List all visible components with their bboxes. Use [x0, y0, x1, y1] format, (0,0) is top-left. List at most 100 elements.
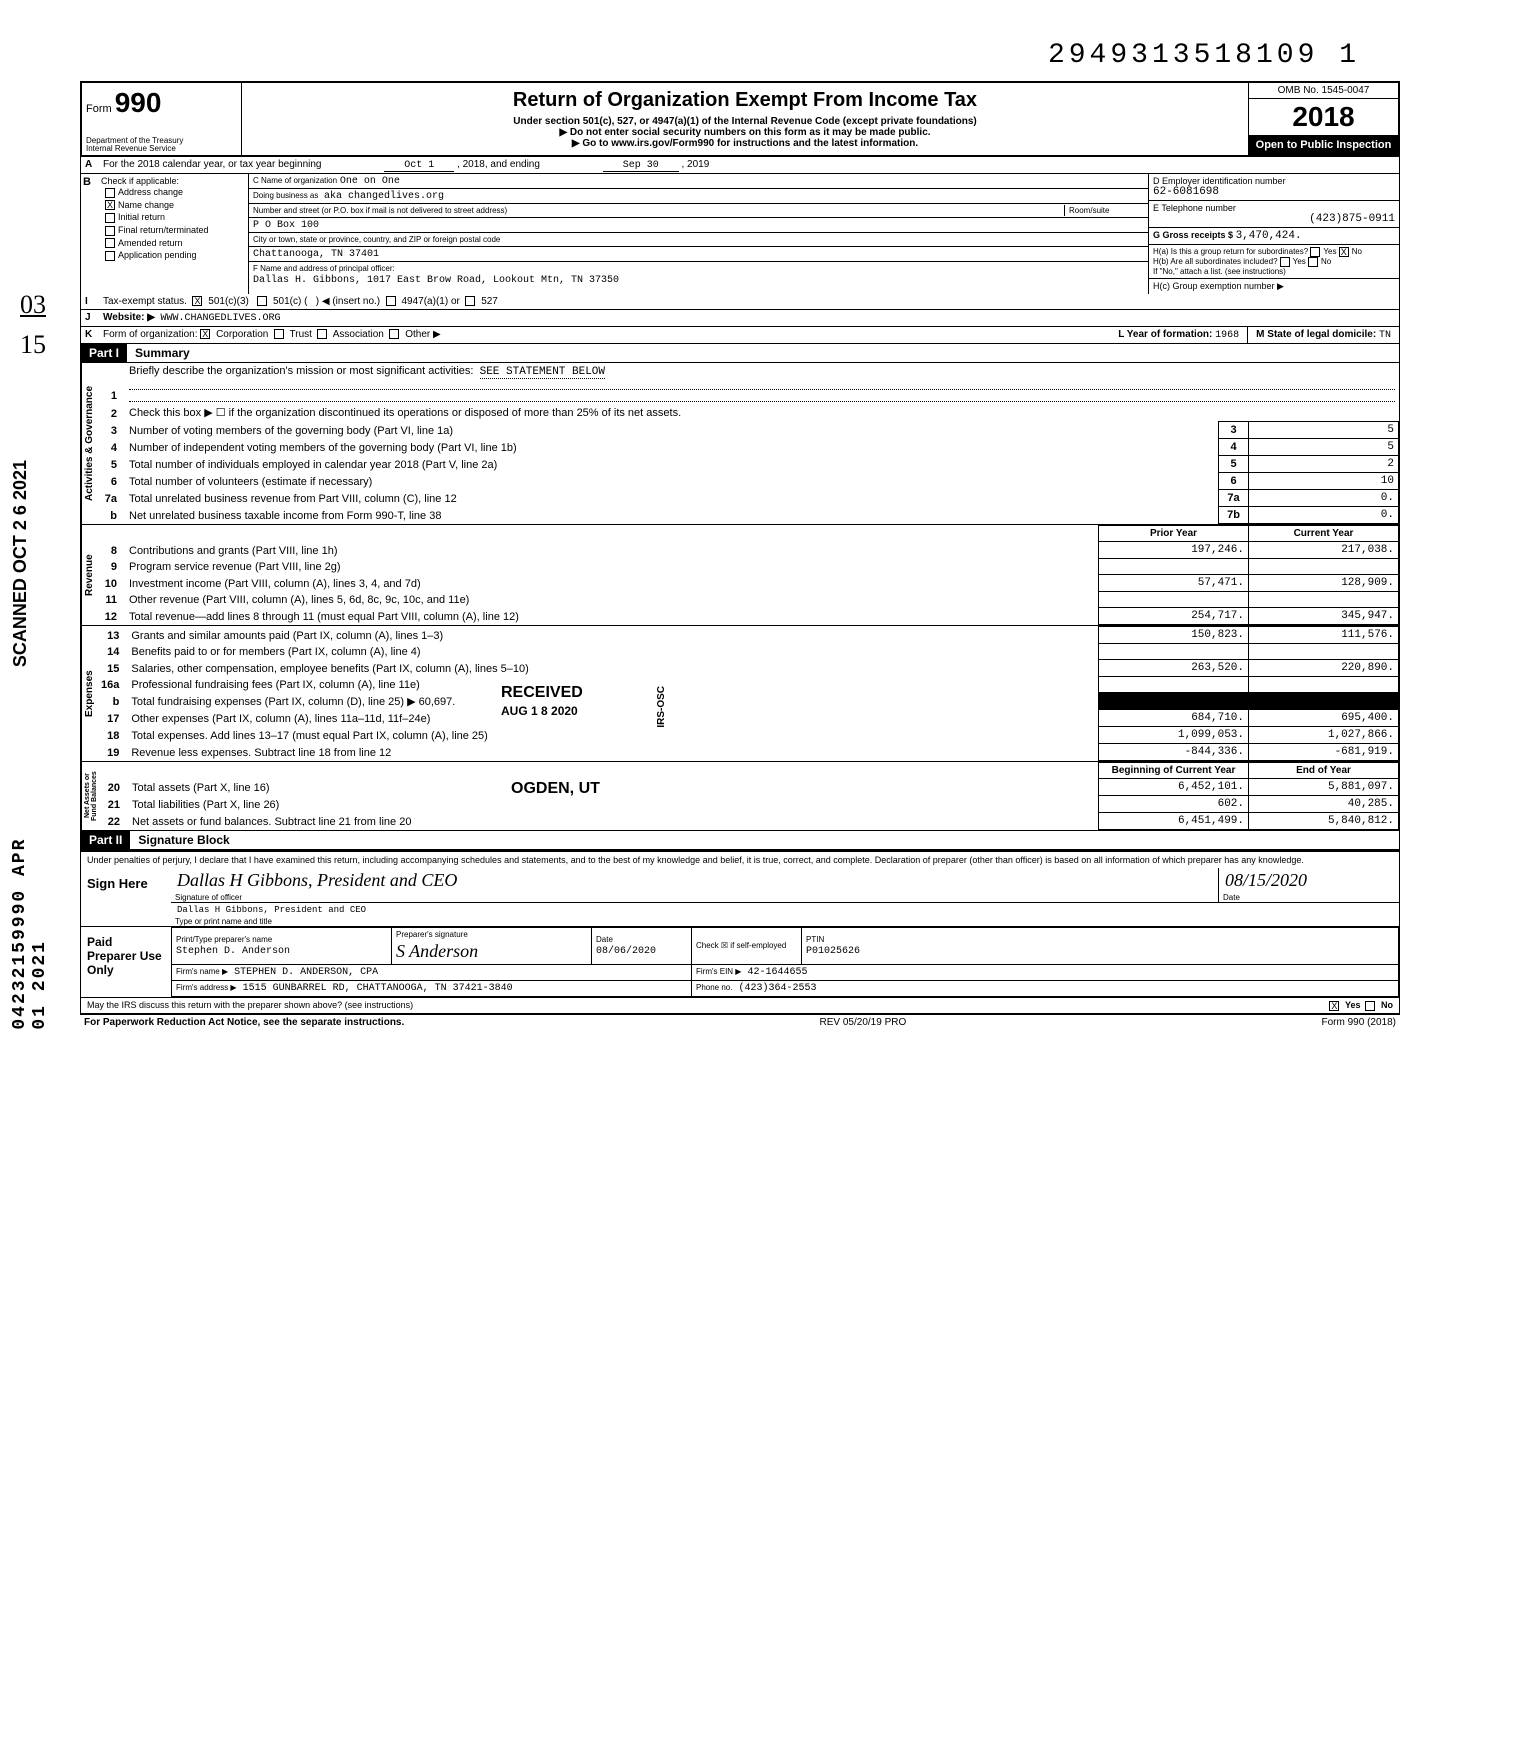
cb-initial-return[interactable]: [105, 213, 115, 223]
l8-current: 217,038.: [1249, 542, 1399, 559]
cb-app-pending[interactable]: [105, 251, 115, 261]
cb-ha-no[interactable]: X: [1339, 247, 1349, 257]
begin-year-hdr: Beginning of Current Year: [1099, 763, 1249, 779]
l15-current: 220,890.: [1249, 660, 1399, 677]
l12-current: 345,947.: [1249, 608, 1399, 625]
cb-527[interactable]: [465, 296, 475, 306]
line-i: I Tax-exempt status. X 501(c)(3) 501(c) …: [80, 294, 1400, 310]
l5-text: Total number of individuals employed in …: [125, 456, 1219, 473]
firm-ein-label: Firm's EIN ▶: [696, 967, 741, 976]
omb-number: OMB No. 1545-0047: [1249, 83, 1398, 99]
l16a-text: Professional fundraising fees (Part IX, …: [127, 677, 1098, 693]
cb-address-change[interactable]: [105, 188, 115, 198]
cb-discuss-no[interactable]: [1365, 1001, 1375, 1011]
l9-text: Program service revenue (Part VIII, line…: [125, 559, 1099, 575]
cb-501c[interactable]: [257, 296, 267, 306]
l5-box: 5: [1219, 456, 1249, 473]
l18-current: 1,027,866.: [1249, 727, 1399, 744]
perjury-text: Under penalties of perjury, I declare th…: [81, 852, 1399, 868]
line1-text: Briefly describe the organization's miss…: [129, 365, 473, 377]
hc-label: H(c) Group exemption number ▶: [1153, 281, 1284, 291]
l5-val: 2: [1249, 456, 1399, 473]
prior-year-hdr: Prior Year: [1099, 526, 1249, 542]
firm-phone-label: Phone no.: [696, 983, 732, 992]
netassets-section: Net Assets orFund Balances Beginning of …: [80, 762, 1400, 831]
cb-ha-yes[interactable]: [1310, 247, 1320, 257]
cb-final-return[interactable]: [105, 226, 115, 236]
l19-text: Revenue less expenses. Subtract line 18 …: [127, 744, 1098, 761]
officer-signature: Dallas H Gibbons, President and CEO: [177, 870, 457, 890]
cb-4947[interactable]: [386, 296, 396, 306]
l14-prior: [1099, 644, 1249, 660]
cb-name-change[interactable]: X: [105, 200, 115, 210]
l16a-num: 16a: [97, 677, 127, 693]
l22-text: Net assets or fund balances. Subtract li…: [128, 813, 1099, 830]
state-domicile: TN: [1379, 330, 1391, 341]
cb-trust[interactable]: [274, 329, 284, 339]
firm-name: STEPHEN D. ANDERSON, CPA: [234, 967, 378, 978]
l6-num: 6: [97, 473, 125, 490]
l18-num: 18: [97, 727, 127, 744]
l12-num: 12: [97, 608, 125, 625]
line2-num: 2: [97, 404, 125, 422]
l19-num: 19: [97, 744, 127, 761]
ein-label: D Employer identification number: [1153, 176, 1286, 186]
firm-addr-label: Firm's address ▶: [176, 983, 237, 992]
department-label: Department of the TreasuryInternal Reven…: [86, 137, 183, 153]
l17-text: Other expenses (Part IX, column (A), lin…: [127, 710, 1098, 727]
cb-501c3[interactable]: X: [192, 296, 202, 306]
tax-year: 2018: [1249, 99, 1398, 135]
cb-assoc[interactable]: [317, 329, 327, 339]
l7a-box: 7a: [1219, 490, 1249, 507]
cb-corp[interactable]: X: [200, 329, 210, 339]
discuss-text: May the IRS discuss this return with the…: [87, 1000, 1329, 1011]
lbl-name-change: Name change: [118, 200, 174, 210]
year-formation-label: L Year of formation:: [1118, 329, 1212, 340]
firm-ein: 42-1644655: [747, 967, 807, 978]
line2-text: Check this box ▶ ☐ if the organization d…: [125, 404, 1399, 422]
l10-num: 10: [97, 575, 125, 592]
page-top-number: 2949313518109 1: [80, 40, 1400, 71]
ogden-stamp: OGDEN, UT: [511, 780, 600, 798]
l20-current: 5,881,097.: [1249, 779, 1399, 796]
form-footer: Form 990 (2018): [1322, 1017, 1396, 1028]
line-a-text: For the 2018 calendar year, or tax year …: [103, 159, 321, 170]
l10-prior: 57,471.: [1099, 575, 1249, 592]
state-domicile-label: M State of legal domicile:: [1256, 329, 1376, 340]
firm-phone: (423)364-2553: [739, 983, 817, 994]
l3-num: 3: [97, 422, 125, 439]
l8-num: 8: [97, 542, 125, 559]
l8-prior: 197,246.: [1099, 542, 1249, 559]
l9-num: 9: [97, 559, 125, 575]
cb-other[interactable]: [389, 329, 399, 339]
tax-year-begin: Oct 1: [384, 160, 454, 172]
l4-val: 5: [1249, 439, 1399, 456]
cb-discuss-yes[interactable]: X: [1329, 1001, 1339, 1011]
expenses-section: Expenses 13Grants and similar amounts pa…: [80, 626, 1400, 762]
ptin-label: PTIN: [806, 935, 824, 944]
firm-addr: 1515 GUNBARREL RD, CHATTANOOGA, TN 37421…: [243, 983, 513, 994]
cb-amended[interactable]: [105, 238, 115, 248]
l7a-num: 7a: [97, 490, 125, 507]
entity-block: B Check if applicable: Address change XN…: [80, 174, 1400, 294]
signature-block: Under penalties of perjury, I declare th…: [80, 850, 1400, 1014]
l20-prior: 6,452,101.: [1099, 779, 1249, 796]
l9-prior: [1099, 559, 1249, 575]
sig-officer-label: Signature of officer: [171, 893, 1218, 903]
l4-text: Number of independent voting members of …: [125, 439, 1219, 456]
revenue-section: Revenue Prior YearCurrent Year 8Contribu…: [80, 525, 1400, 626]
l10-text: Investment income (Part VIII, column (A)…: [125, 575, 1099, 592]
cb-hb-yes[interactable]: [1280, 257, 1290, 267]
part1-title: Summary: [127, 344, 198, 362]
l16b-num: b: [97, 693, 127, 710]
prep-sig-label: Preparer's signature: [396, 930, 468, 939]
l13-num: 13: [97, 627, 127, 644]
form-subtitle3: ▶ Go to www.irs.gov/Form990 for instruct…: [248, 138, 1242, 149]
l9-current: [1249, 559, 1399, 575]
opt-4947: 4947(a)(1) or: [401, 296, 459, 307]
l19-prior: -844,336.: [1099, 744, 1249, 761]
street-label: Number and street (or P.O. box if mail i…: [253, 206, 507, 215]
opt-527: 527: [481, 296, 498, 307]
cb-hb-no[interactable]: [1308, 257, 1318, 267]
form-number: 990: [115, 87, 162, 118]
